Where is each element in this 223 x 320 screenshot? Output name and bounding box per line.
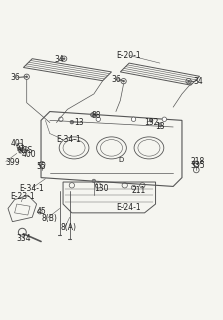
Text: 34: 34: [193, 77, 203, 86]
Text: 211: 211: [131, 186, 146, 195]
Text: E-34-1: E-34-1: [19, 184, 44, 193]
Text: NSS: NSS: [17, 146, 32, 155]
Text: 335: 335: [191, 161, 205, 170]
Circle shape: [131, 117, 136, 122]
Circle shape: [162, 117, 167, 122]
Text: 334: 334: [17, 234, 31, 243]
Text: 132: 132: [145, 118, 159, 127]
Circle shape: [59, 117, 63, 122]
Circle shape: [123, 80, 124, 82]
Text: 8(A): 8(A): [61, 223, 77, 232]
Text: 88: 88: [92, 111, 101, 120]
Text: 399: 399: [6, 158, 21, 167]
Text: 218: 218: [191, 156, 205, 166]
Text: 8(B): 8(B): [41, 214, 57, 223]
Text: 13: 13: [74, 118, 84, 127]
Circle shape: [63, 58, 65, 60]
Circle shape: [96, 117, 101, 122]
Text: E-34-1: E-34-1: [56, 135, 81, 144]
Text: 34: 34: [54, 55, 64, 64]
Text: 45: 45: [37, 207, 46, 216]
Text: 401: 401: [10, 139, 25, 148]
Text: 130: 130: [94, 184, 108, 193]
Circle shape: [149, 119, 153, 122]
Text: E-24-1: E-24-1: [116, 203, 140, 212]
Circle shape: [188, 80, 190, 82]
Text: D: D: [119, 157, 124, 163]
Text: 13: 13: [156, 123, 165, 132]
Circle shape: [91, 113, 95, 117]
Circle shape: [92, 179, 96, 183]
Text: 400: 400: [21, 150, 36, 159]
Text: NSS: NSS: [17, 147, 29, 152]
Circle shape: [70, 120, 74, 124]
Text: E-20-1: E-20-1: [116, 51, 140, 60]
Text: 36: 36: [10, 73, 20, 82]
Circle shape: [158, 123, 162, 126]
Circle shape: [26, 76, 28, 78]
Text: 36: 36: [112, 75, 121, 84]
Text: 55: 55: [37, 162, 46, 171]
Text: E-23-1: E-23-1: [10, 192, 35, 201]
